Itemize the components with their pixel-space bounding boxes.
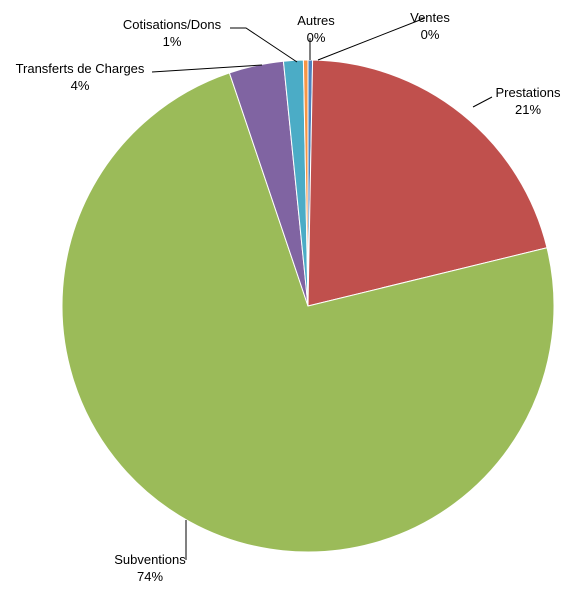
data-label-percent-prestations: 21%: [515, 102, 541, 117]
pie-slice-subventions: [61, 72, 555, 553]
data-label-percent-transferts-de-charges: 4%: [71, 78, 90, 93]
data-label-percent-subventions: 74%: [137, 569, 163, 584]
data-label-name-transferts-de-charges: Transferts de Charges: [16, 61, 145, 76]
data-label-percent-cotisations-dons: 1%: [163, 34, 182, 49]
data-label-name-cotisations-dons: Cotisations/Dons: [123, 17, 222, 32]
pie-slices: [61, 59, 555, 553]
data-label-name-ventes: Ventes: [410, 10, 450, 25]
pie-slice-autres: [302, 59, 309, 307]
data-label-name-subventions: Subventions: [114, 552, 186, 567]
leader-line-ventes: [317, 17, 426, 61]
leader-lines: [151, 17, 493, 560]
pie-slice-prestations: [307, 59, 548, 307]
leader-line-prestations: [472, 96, 493, 108]
data-label-name-autres: Autres: [297, 13, 335, 28]
data-labels: Ventes 0% Prestations 21% Subventions 74% Tran…: [16, 10, 561, 584]
leader-line-transferts-de-charges: [151, 64, 263, 73]
data-label-percent-autres: 0%: [307, 30, 326, 45]
leader-line-cotisations-dons: [230, 27, 298, 63]
data-label-percent-ventes: 0%: [421, 27, 440, 42]
data-label-name-prestations: Prestations: [495, 85, 561, 100]
